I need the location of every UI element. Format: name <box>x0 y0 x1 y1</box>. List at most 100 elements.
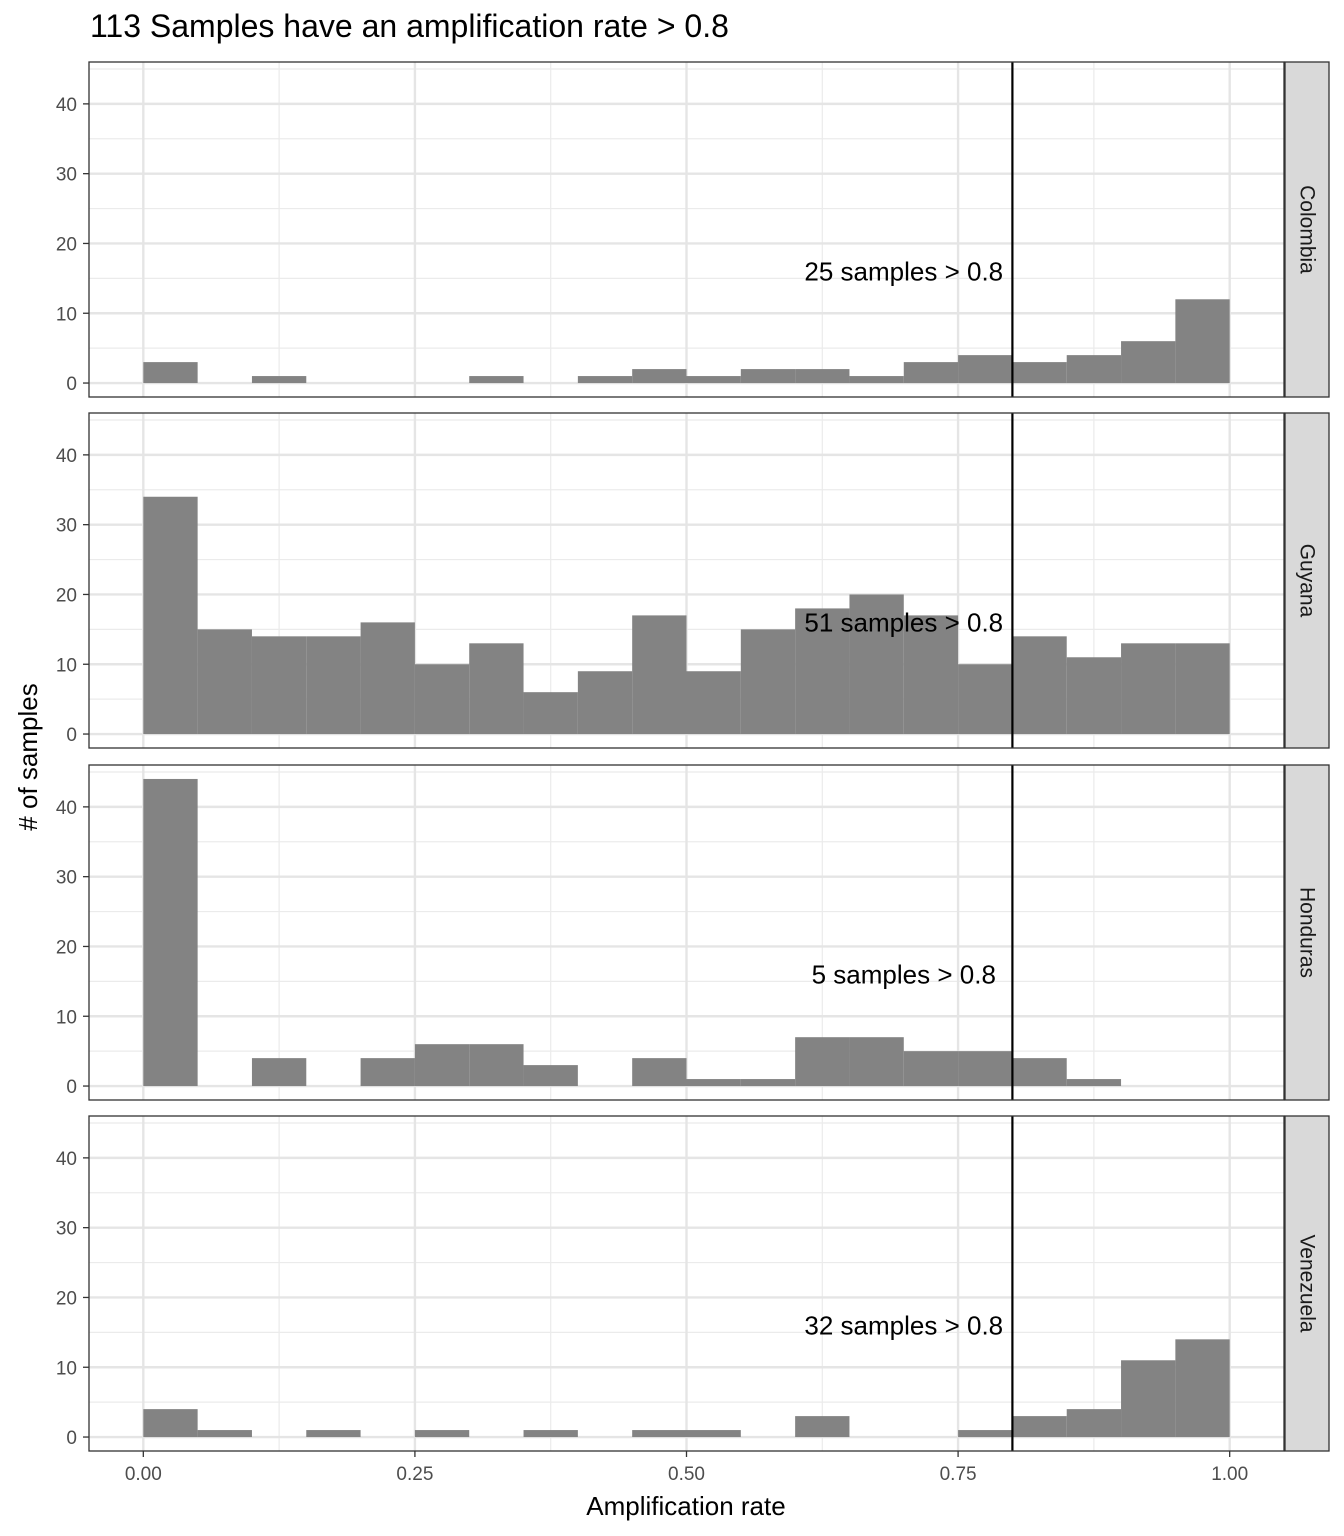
chart-title: 113 Samples have an amplification rate >… <box>90 8 729 44</box>
panel-annotation: 25 samples > 0.8 <box>804 256 1003 286</box>
y-tick-label: 0 <box>66 1428 77 1449</box>
histogram-bar <box>1066 657 1122 735</box>
y-tick-label: 10 <box>56 655 77 676</box>
histogram-bar <box>903 615 959 735</box>
y-tick-label: 10 <box>56 304 77 325</box>
facet-strip-label: Venezuela <box>1296 1234 1319 1332</box>
histogram-bar <box>795 1416 850 1438</box>
histogram-bar <box>1012 362 1067 384</box>
panel-colombia: 25 samples > 0.8 0 10 20 30 40 Colombia <box>56 61 1330 398</box>
facet-strip <box>1284 61 1330 398</box>
x-tick-label: 1.00 <box>1211 1464 1248 1485</box>
histogram-bar <box>143 1409 198 1438</box>
histogram-bar <box>632 1430 687 1438</box>
y-axis-title: # of samples <box>13 683 43 830</box>
facet-strip-label: Guyana <box>1296 544 1319 618</box>
x-tick-label: 0.75 <box>940 1464 977 1485</box>
y-tick-label: 10 <box>56 1007 77 1028</box>
histogram-bar <box>958 664 1013 735</box>
histogram-bar <box>632 1058 687 1087</box>
panel-annotation: 51 samples > 0.8 <box>804 607 1003 637</box>
histogram-bar <box>795 369 850 384</box>
histogram-bar <box>523 692 578 735</box>
histogram-bar <box>958 355 1013 384</box>
y-tick-label: 20 <box>56 1288 77 1309</box>
histogram-bar <box>903 1051 959 1087</box>
histogram-bar <box>686 671 741 735</box>
histogram-bar <box>1012 1058 1067 1087</box>
facet-strip-label: Colombia <box>1296 185 1319 274</box>
histogram-bar <box>143 778 198 1087</box>
histogram-bar <box>577 376 633 384</box>
histogram-bar <box>523 1430 578 1438</box>
y-tick-label: 20 <box>56 937 77 958</box>
y-tick-label: 30 <box>56 1219 77 1240</box>
histogram-bar <box>414 664 470 735</box>
panels-layer: 25 samples > 0.8 0 10 20 30 40 Colombia 51 samp… <box>56 61 1330 1485</box>
facet-strip <box>1284 412 1330 749</box>
histogram-bar <box>251 636 307 735</box>
histogram-bar <box>903 362 959 384</box>
histogram-bar <box>958 1051 1013 1087</box>
histogram-bar <box>360 1058 415 1087</box>
y-tick-label: 0 <box>66 1077 77 1098</box>
y-tick-label: 20 <box>56 585 77 606</box>
histogram-bar <box>958 1430 1013 1438</box>
histogram-bar <box>686 1430 741 1438</box>
histogram-bar <box>414 1430 470 1438</box>
x-axis-title: Amplification rate <box>586 1491 785 1521</box>
histogram-bar <box>795 608 850 735</box>
histogram-bar <box>251 1058 307 1087</box>
x-axis: 0.00 0.25 0.50 0.75 1.00 <box>125 1451 1248 1485</box>
x-tick-label: 0.00 <box>125 1464 162 1485</box>
y-tick-label: 10 <box>56 1358 77 1379</box>
histogram-bar <box>469 376 524 384</box>
histogram-bar <box>251 376 307 384</box>
y-tick-label: 40 <box>56 798 77 819</box>
histogram-bar <box>1121 1360 1176 1438</box>
histogram-bar <box>740 369 796 384</box>
histogram-bar <box>686 1079 741 1087</box>
panel-venezuela: 32 samples > 0.8 0 10 20 30 40 Venezuela <box>56 1115 1330 1452</box>
histogram-bar <box>306 636 361 735</box>
histogram-bar <box>143 496 198 735</box>
histogram-bar <box>740 1079 796 1087</box>
x-tick-label: 0.50 <box>668 1464 705 1485</box>
histogram-bar <box>523 1065 578 1087</box>
histogram-bar <box>306 1430 361 1438</box>
facet-strip <box>1284 764 1330 1101</box>
histogram-bar <box>1012 1416 1067 1438</box>
histogram-bar <box>1121 341 1176 384</box>
histogram-bar <box>360 622 415 735</box>
histogram-bar <box>469 643 524 735</box>
y-tick-label: 40 <box>56 446 77 467</box>
facet-strip-label: Honduras <box>1296 887 1319 978</box>
y-tick-label: 30 <box>56 868 77 889</box>
y-tick-label: 0 <box>66 374 77 395</box>
histogram-bar <box>414 1044 470 1087</box>
histogram-bar <box>1066 1409 1122 1438</box>
histogram-bar <box>849 376 904 384</box>
panel-border <box>88 764 1285 1101</box>
histogram-bar <box>1066 355 1122 384</box>
panel-annotation: 32 samples > 0.8 <box>804 1310 1003 1340</box>
panel-annotation: 5 samples > 0.8 <box>812 959 996 989</box>
histogram-bar <box>632 615 687 735</box>
histogram-bar <box>1121 643 1176 735</box>
histogram-bar <box>1175 299 1230 384</box>
panel-border <box>88 61 1285 398</box>
histogram-bar <box>1012 636 1067 735</box>
histogram-bar <box>469 1044 524 1087</box>
histogram-bar <box>849 594 904 735</box>
histogram-bar <box>577 671 633 735</box>
y-tick-label: 0 <box>66 725 77 746</box>
histogram-bar <box>632 369 687 384</box>
histogram-bar <box>197 629 252 735</box>
y-tick-label: 30 <box>56 516 77 537</box>
facet-strip <box>1284 1115 1330 1452</box>
panel-honduras: 5 samples > 0.8 0 10 20 30 40 Honduras <box>56 764 1330 1101</box>
histogram-bar <box>197 1430 252 1438</box>
histogram-bar <box>686 376 741 384</box>
y-tick-label: 40 <box>56 95 77 116</box>
